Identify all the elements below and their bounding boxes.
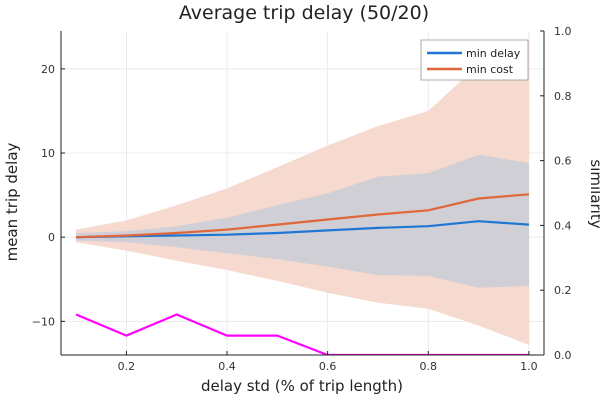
series-line-min-delay — [76, 220, 529, 239]
y2-tick-label: 0.2 — [554, 284, 572, 297]
x-tick-label: 1.0 — [520, 360, 538, 373]
y-tick-label: 0 — [48, 231, 55, 244]
x-tick-label: 0.8 — [420, 360, 438, 373]
band-layer — [76, 39, 529, 345]
line-layer — [75, 193, 529, 355]
axis-layer: 0.2 0.4 0.6 0.8 1.0 −10 0 10 20 0.0 0.2 0.4 0.6 0.8 1.… — [32, 25, 572, 373]
y-tick-label: 10 — [41, 147, 55, 160]
series-line-min-cost — [76, 193, 529, 239]
x-tick-label: 0.4 — [218, 360, 236, 373]
legend: min delay min cost — [420, 39, 529, 81]
y2-tick-label: 0.4 — [554, 219, 572, 232]
y2-tick-label: 0.0 — [554, 349, 572, 362]
legend-label-min-delay: min delay — [466, 47, 521, 60]
series-line-similarity — [75, 313, 529, 355]
y-axis-label: mean trip delay — [3, 142, 21, 261]
chart-title: Average trip delay (50/20) — [179, 2, 429, 24]
x-tick-label: 0.2 — [118, 360, 136, 373]
legend-label-min-cost: min cost — [466, 63, 514, 76]
y2-tick-label: 1.0 — [554, 25, 572, 38]
y2-axis-label: similarity — [587, 159, 600, 228]
y-tick-label: −10 — [32, 315, 55, 328]
y2-tick-label: 0.6 — [554, 155, 572, 168]
x-axis-label: delay std (% of trip length) — [201, 377, 403, 395]
x-tick-label: 0.6 — [319, 360, 337, 373]
y-tick-label: 20 — [41, 63, 55, 76]
y2-tick-label: 0.8 — [554, 90, 572, 103]
legend-box — [420, 39, 529, 81]
